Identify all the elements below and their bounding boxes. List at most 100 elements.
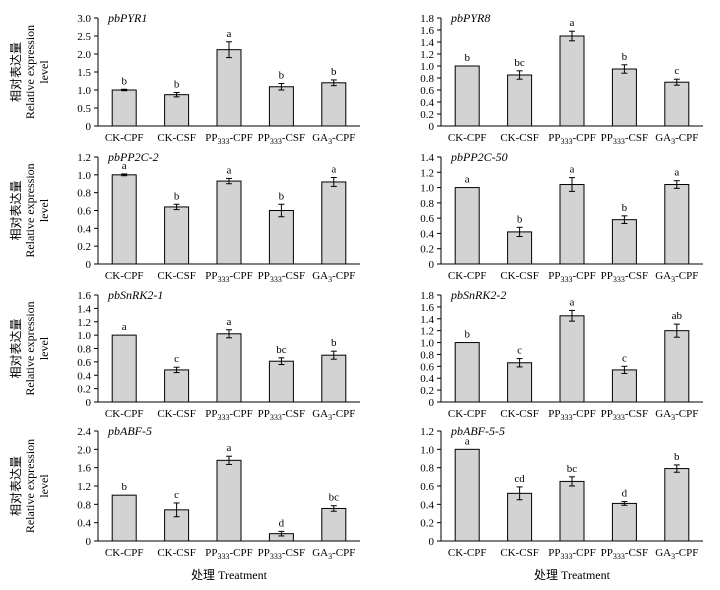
- y-axis-title-en-level: level: [37, 198, 51, 222]
- significance-letter: bc: [329, 492, 340, 504]
- y-tick-label: 1.8: [420, 290, 434, 302]
- category-label: PP333-CSF: [601, 132, 649, 146]
- significance-letter: c: [174, 353, 179, 365]
- y-tick-label: 2.5: [77, 31, 91, 43]
- y-axis-title-cn: 相对表达量: [9, 456, 23, 516]
- panel-title: pbABF-5-5: [450, 424, 505, 438]
- y-tick-label: 1.0: [420, 338, 434, 350]
- significance-letter: c: [622, 352, 627, 364]
- category-label: PP333-CSF: [601, 270, 649, 284]
- category-label: PP333-CPF: [205, 132, 253, 146]
- significance-letter: b: [279, 70, 285, 82]
- y-tick-label: 1.2: [77, 152, 91, 164]
- significance-letter: c: [674, 65, 679, 77]
- category-label: PP333-CSF: [601, 547, 649, 561]
- y-tick-label: 0.8: [420, 349, 434, 361]
- significance-letter: b: [674, 451, 680, 463]
- bar: [164, 369, 190, 403]
- category-label: PP333-CSF: [258, 547, 306, 561]
- y-tick-label: 1.2: [420, 326, 434, 338]
- panel-pbabf-5-5: 0 0.2 0.4 0.6 0.8 1.0 1.2 pbABF-5-5a CK-CPF cd CK-…: [420, 424, 703, 582]
- y-tick-label: 0.2: [420, 244, 434, 256]
- y-tick-label: 1.2: [420, 167, 434, 179]
- y-tick-label: 0: [429, 397, 435, 409]
- significance-letter: a: [227, 442, 232, 454]
- bar: [507, 492, 533, 542]
- category-label: GA3-CPF: [312, 547, 355, 561]
- significance-letter: a: [465, 174, 470, 186]
- y-tick-label: 0.6: [420, 85, 434, 97]
- y-tick-label: 2.0: [77, 444, 91, 456]
- category-label: PP333-CPF: [205, 270, 253, 284]
- category-label: CK-CSF: [500, 408, 539, 420]
- y-tick-label: 0: [429, 536, 435, 548]
- significance-letter: a: [122, 160, 127, 172]
- category-label: CK-CPF: [448, 547, 487, 559]
- category-label: CK-CPF: [448, 408, 487, 420]
- significance-letter: a: [122, 321, 127, 333]
- category-label: CK-CPF: [105, 547, 144, 559]
- significance-letter: bc: [514, 57, 525, 69]
- panel-title: pbPP2C-2: [107, 150, 159, 164]
- significance-letter: c: [174, 489, 179, 501]
- category-label: GA3-CPF: [312, 132, 355, 146]
- category-label: CK-CSF: [500, 547, 539, 559]
- y-tick-label: 1.4: [77, 303, 91, 315]
- bar: [454, 342, 480, 403]
- panel-title: pbABF-5: [107, 424, 152, 438]
- bar: [111, 334, 137, 403]
- y-tick-label: 0: [86, 536, 92, 548]
- category-label: CK-CSF: [500, 132, 539, 144]
- significance-letter: b: [121, 481, 127, 493]
- category-label: PP333-CSF: [258, 270, 306, 284]
- bar: [111, 494, 137, 542]
- y-tick-label: 0: [86, 121, 92, 133]
- bar: [611, 502, 637, 542]
- bar: [507, 231, 533, 265]
- y-axis-title-en-level: level: [37, 60, 51, 84]
- panel-title: pbSnRK2-1: [107, 288, 163, 302]
- significance-letter: a: [465, 435, 470, 447]
- y-tick-label: 1.0: [77, 330, 91, 342]
- significance-letter: b: [331, 66, 337, 78]
- y-tick-label: 0.5: [77, 103, 91, 115]
- bar: [664, 330, 690, 403]
- category-label: GA3-CPF: [655, 132, 698, 146]
- significance-letter: b: [121, 75, 127, 87]
- y-tick-label: 1.4: [420, 152, 434, 164]
- y-tick-label: 1.5: [77, 67, 91, 79]
- significance-letter: bc: [276, 344, 287, 356]
- significance-letter: a: [674, 167, 679, 179]
- bar: [507, 74, 533, 127]
- panel-title: pbPP2C-50: [450, 150, 508, 164]
- bar: [268, 86, 294, 127]
- significance-letter: b: [174, 190, 180, 202]
- y-tick-label: 1.6: [77, 463, 91, 475]
- bar: [664, 81, 690, 127]
- y-tick-label: 2.4: [77, 426, 91, 438]
- significance-letter: bc: [567, 463, 578, 475]
- y-tick-label: 1.2: [77, 317, 91, 329]
- x-axis-title: 处理 Treatment: [534, 568, 611, 582]
- x-axis-title: 处理 Treatment: [191, 568, 268, 582]
- significance-letter: a: [227, 316, 232, 328]
- y-tick-label: 0.8: [420, 73, 434, 85]
- y-tick-label: 0.8: [77, 188, 91, 200]
- y-tick-label: 0.6: [420, 213, 434, 225]
- y-tick-label: 0.8: [420, 198, 434, 210]
- significance-letter: b: [464, 52, 470, 64]
- significance-letter: a: [227, 164, 232, 176]
- y-tick-label: 0: [86, 259, 92, 271]
- category-label: PP333-CSF: [258, 408, 306, 422]
- significance-letter: a: [570, 164, 575, 176]
- category-label: PP333-CSF: [601, 408, 649, 422]
- category-label: CK-CSF: [157, 270, 196, 282]
- panel-pbpp2c-50: 0 0.2 0.4 0.6 0.8 1.0 1.2 1.4 pbPP2C-50 a CK-CPF b C…: [420, 150, 703, 284]
- category-label: CK-CSF: [157, 132, 196, 144]
- category-label: PP333-CSF: [258, 132, 306, 146]
- y-tick-label: 1.2: [420, 426, 434, 438]
- y-tick-label: 1.0: [77, 85, 91, 97]
- bar: [216, 49, 242, 127]
